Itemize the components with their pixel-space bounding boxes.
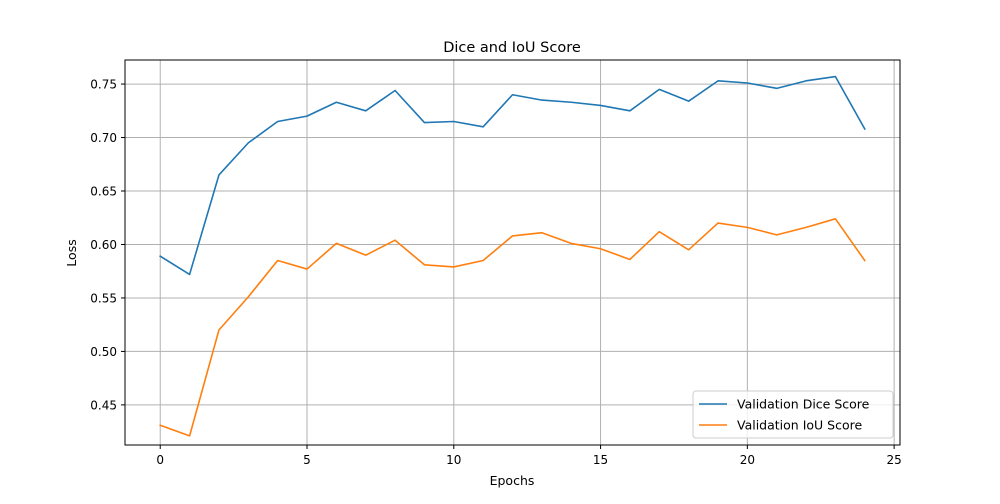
- y-tick-label: 0.60: [90, 238, 117, 252]
- series-line-iou: [159, 218, 866, 437]
- x-tick-label: 5: [303, 453, 311, 467]
- x-tick-label: 10: [446, 453, 461, 467]
- series-line-dice: [159, 75, 866, 276]
- y-tick-label: 0.50: [90, 345, 117, 359]
- ticks: 0 5 10 15 20 25 0.45 0.50 0.55 0.60 0.65 0.70 0.75: [90, 78, 901, 467]
- chart-title: Dice and IoU Score: [443, 40, 581, 56]
- plot-frame: [124, 59, 901, 446]
- x-tick-label: 0: [156, 453, 164, 467]
- y-tick-label: 0.75: [90, 78, 117, 92]
- y-tick-label: 0.65: [90, 185, 117, 199]
- x-tick-label: 15: [593, 453, 608, 467]
- x-tick-label: 25: [886, 453, 901, 467]
- y-axis-label: Loss: [64, 239, 79, 266]
- y-tick-label: 0.45: [90, 398, 117, 412]
- legend: Validation Dice Score Validation IoU Scor…: [692, 390, 894, 439]
- y-tick-label: 0.70: [90, 131, 117, 145]
- x-tick-label: 20: [740, 453, 755, 467]
- legend-label: Validation Dice Score: [737, 397, 870, 412]
- legend-label: Validation IoU Score: [737, 418, 862, 433]
- legend-box: [692, 390, 894, 439]
- y-tick-label: 0.55: [90, 291, 117, 305]
- x-axis-label: Epochs: [490, 473, 535, 488]
- series-lines: [159, 75, 866, 437]
